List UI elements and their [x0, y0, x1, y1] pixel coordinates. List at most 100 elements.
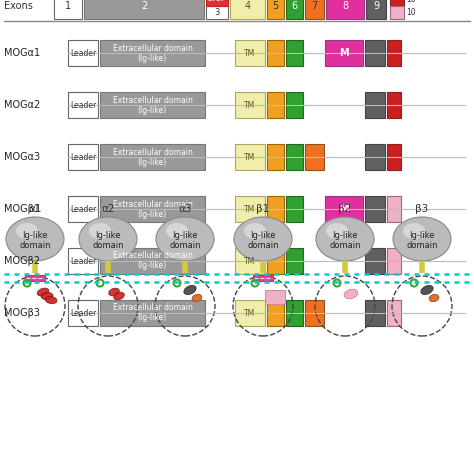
Bar: [267, 144, 284, 170]
Bar: [286, 144, 303, 170]
Text: 9: 9: [373, 1, 379, 11]
Bar: [366, 0, 386, 19]
Ellipse shape: [109, 288, 119, 296]
Text: Extracellular domain: Extracellular domain: [112, 95, 192, 104]
Text: 10: 10: [406, 8, 416, 17]
Bar: [286, 300, 303, 326]
Bar: [390, 0, 404, 6]
Bar: [286, 92, 303, 118]
Bar: [365, 300, 385, 326]
Text: MOGα3: MOGα3: [4, 152, 40, 162]
Bar: [305, 300, 324, 326]
Bar: [326, 0, 364, 19]
Bar: [84, 0, 204, 19]
Bar: [365, 144, 385, 170]
Bar: [387, 92, 401, 118]
Text: domain: domain: [247, 240, 279, 249]
Text: Ig-like: Ig-like: [95, 230, 121, 239]
Text: Leader: Leader: [70, 153, 96, 162]
Bar: [305, 0, 324, 19]
Bar: [365, 248, 385, 274]
Text: TM: TM: [245, 153, 255, 162]
Bar: [230, 0, 265, 19]
Text: Ig-like: Ig-like: [22, 230, 48, 239]
Ellipse shape: [184, 285, 196, 294]
Bar: [365, 40, 385, 66]
Text: 3: 3: [214, 8, 219, 17]
Text: 2: 2: [141, 1, 147, 11]
Bar: [100, 248, 205, 274]
Text: MOGα2: MOGα2: [4, 100, 40, 110]
Text: Ig-like: Ig-like: [250, 230, 276, 239]
Text: Extracellular domain: Extracellular domain: [112, 252, 192, 261]
Text: 5: 5: [273, 1, 279, 11]
Text: Extracellular domain: Extracellular domain: [112, 44, 192, 53]
Ellipse shape: [114, 292, 124, 300]
Text: β1: β1: [256, 204, 270, 214]
Ellipse shape: [393, 217, 451, 261]
Bar: [235, 248, 265, 274]
Text: (Ig-like): (Ig-like): [138, 262, 167, 271]
Bar: [286, 40, 303, 66]
Bar: [325, 196, 363, 222]
Text: 6: 6: [292, 1, 298, 11]
Ellipse shape: [45, 296, 57, 304]
Text: Leader: Leader: [70, 100, 96, 109]
Text: α2: α2: [101, 204, 115, 214]
Text: Leader: Leader: [70, 48, 96, 57]
Ellipse shape: [89, 223, 111, 239]
Bar: [235, 144, 265, 170]
Text: (Ig-like): (Ig-like): [138, 106, 167, 115]
Bar: [365, 92, 385, 118]
Text: α3: α3: [178, 204, 192, 214]
Bar: [100, 196, 205, 222]
Text: Leader: Leader: [70, 256, 96, 265]
Text: MOGβ2: MOGβ2: [4, 256, 40, 266]
Text: Leader: Leader: [70, 204, 96, 213]
Ellipse shape: [234, 217, 292, 261]
Bar: [68, 248, 98, 274]
Bar: [267, 196, 284, 222]
Text: Extracellular domain: Extracellular domain: [112, 303, 192, 312]
Bar: [54, 0, 82, 19]
Bar: [68, 196, 98, 222]
Bar: [387, 196, 401, 222]
Text: (Ig-like): (Ig-like): [138, 210, 167, 219]
Bar: [100, 300, 205, 326]
Bar: [265, 290, 285, 304]
Bar: [235, 40, 265, 66]
Bar: [325, 40, 363, 66]
Text: M: M: [339, 48, 349, 58]
Ellipse shape: [156, 217, 214, 261]
Bar: [387, 144, 401, 170]
Bar: [25, 275, 45, 281]
Ellipse shape: [79, 217, 137, 261]
Ellipse shape: [326, 223, 348, 239]
Text: M: M: [339, 204, 349, 214]
Text: Ig-like: Ig-like: [332, 230, 358, 239]
Ellipse shape: [316, 217, 374, 261]
Text: Leader: Leader: [70, 309, 96, 318]
Bar: [100, 92, 205, 118]
Bar: [68, 300, 98, 326]
Ellipse shape: [244, 223, 266, 239]
Text: domain: domain: [169, 240, 201, 249]
Text: 1: 1: [65, 1, 71, 11]
Text: Ig-like: Ig-like: [172, 230, 198, 239]
Bar: [68, 40, 98, 66]
Bar: [387, 248, 401, 274]
Ellipse shape: [403, 223, 425, 239]
Bar: [235, 196, 265, 222]
Text: (Ig-like): (Ig-like): [138, 54, 167, 63]
Text: MOGα1: MOGα1: [4, 48, 40, 58]
Text: 10: 10: [406, 0, 416, 4]
Text: 4: 4: [245, 1, 251, 11]
Bar: [100, 40, 205, 66]
Text: Extracellular domain: Extracellular domain: [112, 200, 192, 209]
Bar: [206, 0, 228, 6]
Bar: [387, 40, 401, 66]
Bar: [68, 92, 98, 118]
Ellipse shape: [37, 288, 49, 296]
Bar: [206, 6, 228, 19]
Bar: [100, 144, 205, 170]
